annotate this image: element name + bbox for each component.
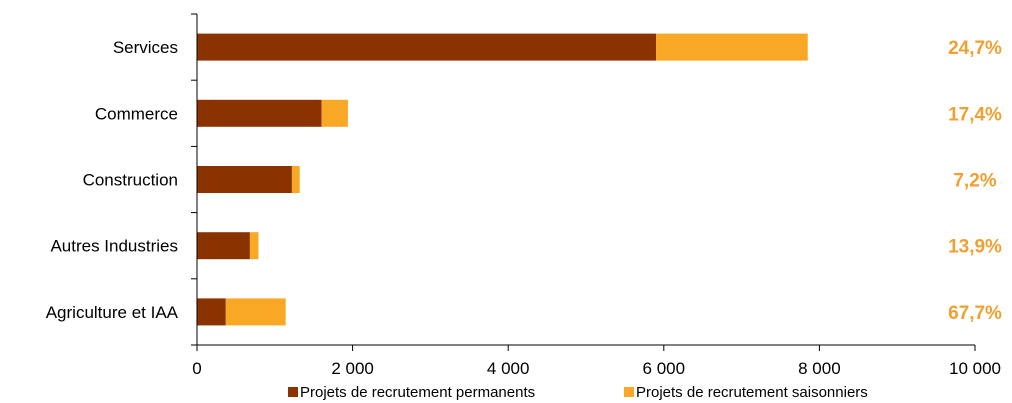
percent-label: 7,2% [953, 171, 996, 192]
category-label: Commerce [95, 104, 178, 123]
x-tick-label: 10 000 [949, 359, 1001, 378]
x-tick-label: 4 000 [487, 359, 530, 378]
percent-label: 67,7% [948, 303, 1002, 324]
bar-segment-permanents [197, 298, 226, 326]
bar-segment-permanents [197, 166, 292, 193]
x-tick-label: 8 000 [798, 359, 841, 378]
legend-label: Projets de recrutement saisonniers [636, 384, 868, 401]
category-label: Agriculture et IAA [46, 303, 179, 322]
x-tick-label: 2 000 [331, 359, 374, 378]
x-tick-label: 0 [192, 359, 201, 378]
percent-label: 24,7% [948, 38, 1002, 59]
percent-label: 13,9% [948, 237, 1002, 258]
bar-segment-saisonniers [291, 166, 300, 193]
legend-swatch [624, 387, 634, 397]
bar-segment-permanents [197, 33, 657, 61]
bar-segment-saisonniers [249, 232, 259, 260]
bar-segment-saisonniers [321, 99, 348, 127]
bar-segment-saisonniers [656, 33, 808, 61]
bar-segment-permanents [197, 232, 250, 260]
bar-segment-permanents [197, 99, 322, 127]
category-label: Autres Industries [50, 237, 178, 256]
legend-label: Projets de recrutement permanents [300, 384, 535, 401]
category-label: Services [113, 38, 178, 57]
category-label: Construction [83, 171, 178, 190]
x-tick-label: 6 000 [643, 359, 686, 378]
legend-swatch [288, 387, 298, 397]
percent-label: 17,4% [948, 104, 1002, 125]
bar-segment-saisonniers [225, 298, 286, 326]
